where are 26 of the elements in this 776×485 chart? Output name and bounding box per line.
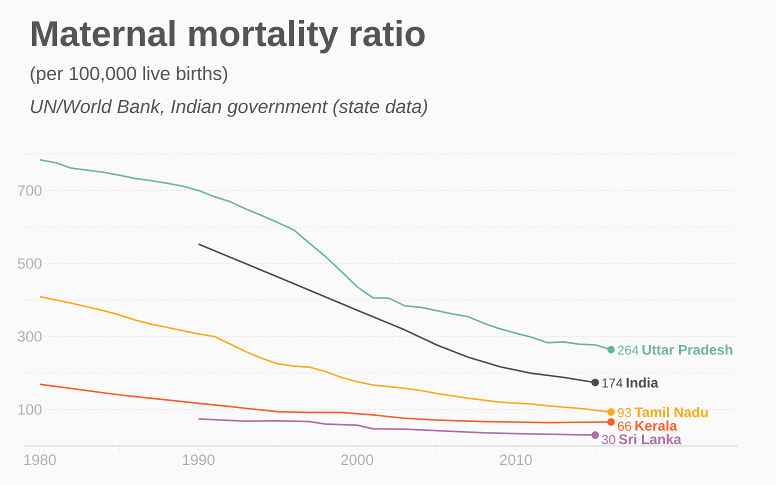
y-tick-label: 700 <box>18 185 42 196</box>
chart-subtitle: (per 100,000 live births) <box>30 66 228 84</box>
series-label: Sri Lanka <box>618 434 682 444</box>
x-tick-label: 2010 <box>500 454 532 466</box>
point <box>591 378 599 386</box>
series-label: Tamil Nadu <box>634 406 708 418</box>
x-tick-label: 2000 <box>341 454 374 466</box>
data-label: 66 <box>618 422 632 431</box>
data-label: 93 <box>618 408 632 418</box>
point <box>607 408 615 416</box>
chart-title: Maternal mortality ratio <box>32 20 425 54</box>
x-tick-label: 1990 <box>183 454 215 466</box>
text: UN/World Bank, Indian government (state data) <box>30 99 428 117</box>
text: Uttar Pradesh <box>642 344 732 355</box>
y-tick-label: 300 <box>18 331 42 342</box>
series-label: Kerala <box>635 420 678 431</box>
x-tick-label: 1980 <box>24 454 56 466</box>
point <box>591 431 599 439</box>
data-label: 174 <box>602 378 623 388</box>
data-label: 264 <box>618 346 639 355</box>
text: India <box>626 377 658 388</box>
data-label: 30 <box>602 435 616 444</box>
point <box>607 346 615 354</box>
y-tick-label: 100 <box>18 404 42 415</box>
y-tick-label: 500 <box>18 258 42 269</box>
point <box>607 418 615 426</box>
